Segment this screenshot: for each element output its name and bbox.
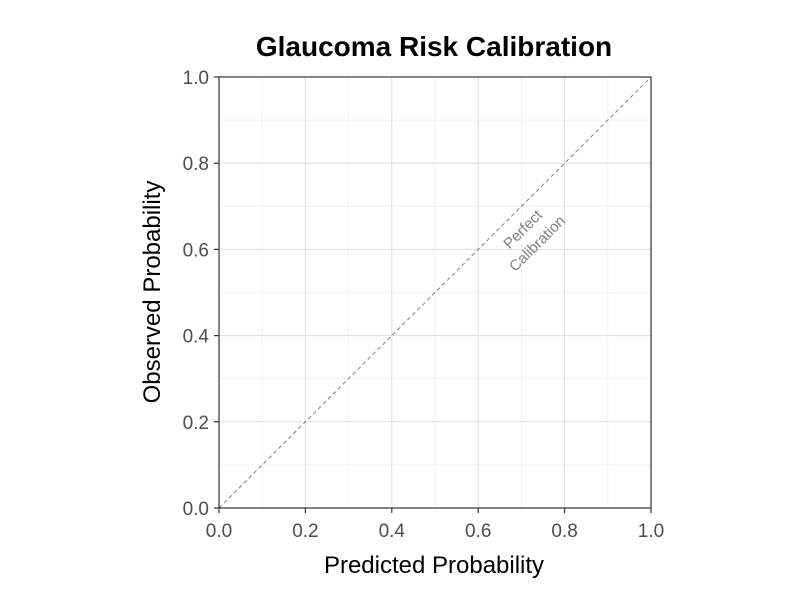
y-axis-label: Observed Probability <box>139 181 166 404</box>
annotation-group: PerfectCalibration <box>492 198 569 275</box>
y-tick-label: 1.0 <box>183 68 209 89</box>
y-tick-label: 0.2 <box>183 413 209 434</box>
chart-title: Glaucoma Risk Calibration <box>256 31 612 62</box>
x-tick-label: 0.6 <box>465 521 491 542</box>
x-tick-label: 1.0 <box>638 521 664 542</box>
minor-gridlines <box>219 77 651 508</box>
x-axis-ticks: 0.0 0.2 0.4 0.6 0.8 1.0 <box>206 508 664 542</box>
y-tick-label: 0.6 <box>183 240 209 261</box>
y-tick-label: 0.0 <box>183 499 209 520</box>
y-tick-label: 0.8 <box>183 154 209 175</box>
reference-line-group <box>218 76 652 509</box>
y-tick-label: 0.4 <box>183 327 210 348</box>
x-tick-label: 0.8 <box>551 521 577 542</box>
perfect-calibration-line <box>218 76 652 509</box>
x-tick-label: 0.2 <box>292 521 318 542</box>
panel-border <box>218 76 652 509</box>
perfect-calibration-annotation: PerfectCalibration <box>492 198 569 275</box>
y-axis-ticks: 0.0 0.2 0.4 0.6 0.8 1.0 <box>183 68 219 520</box>
x-tick-label: 0.4 <box>379 521 406 542</box>
x-tick-label: 0.0 <box>206 521 232 542</box>
x-axis-label: Predicted Probability <box>324 552 544 579</box>
